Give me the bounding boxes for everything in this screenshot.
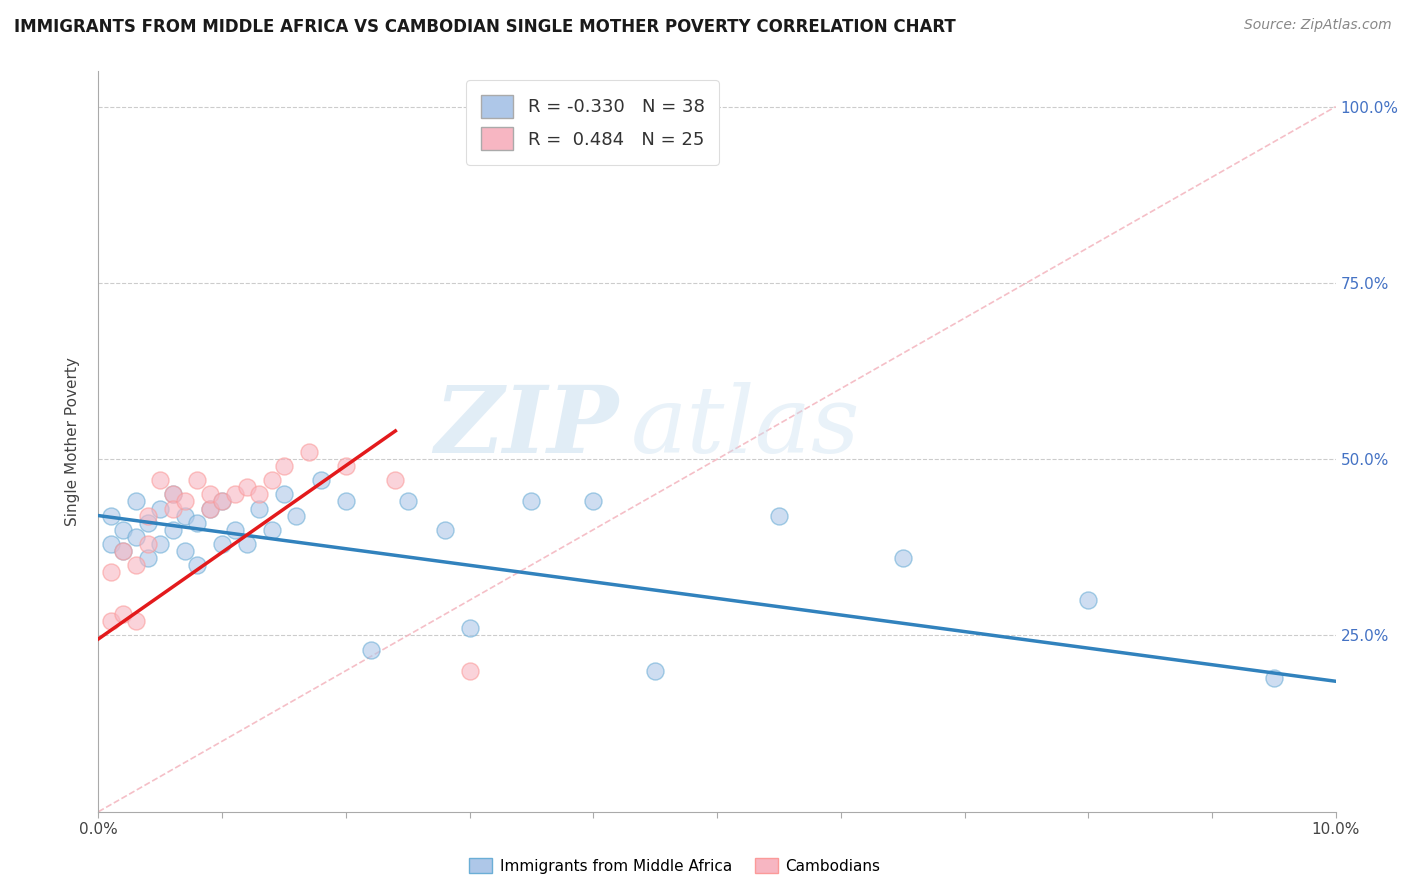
Point: [211, 494, 233, 508]
Point: [162, 487, 184, 501]
Point: [100, 537, 122, 551]
Point: [298, 445, 321, 459]
Point: [198, 501, 221, 516]
Point: [285, 508, 308, 523]
Text: atlas: atlas: [630, 382, 860, 472]
Point: [149, 473, 172, 487]
Point: [124, 558, 146, 572]
Point: [136, 508, 159, 523]
Point: [198, 501, 221, 516]
Legend: R = -0.330   N = 38, R =  0.484   N = 25: R = -0.330 N = 38, R = 0.484 N = 25: [467, 80, 718, 165]
Point: [236, 537, 259, 551]
Point: [768, 508, 790, 523]
Point: [174, 494, 197, 508]
Point: [174, 508, 197, 523]
Point: [224, 487, 246, 501]
Point: [162, 487, 184, 501]
Point: [458, 621, 481, 635]
Point: [136, 550, 159, 565]
Point: [100, 615, 122, 629]
Point: [236, 480, 259, 494]
Text: Source: ZipAtlas.com: Source: ZipAtlas.com: [1244, 18, 1392, 32]
Point: [112, 544, 135, 558]
Point: [162, 501, 184, 516]
Point: [520, 494, 543, 508]
Point: [198, 487, 221, 501]
Point: [149, 501, 172, 516]
Point: [360, 642, 382, 657]
Point: [273, 459, 295, 474]
Point: [174, 544, 197, 558]
Y-axis label: Single Mother Poverty: Single Mother Poverty: [65, 357, 80, 526]
Text: ZIP: ZIP: [434, 382, 619, 472]
Point: [186, 473, 208, 487]
Point: [124, 494, 146, 508]
Point: [335, 459, 357, 474]
Point: [124, 530, 146, 544]
Point: [273, 487, 295, 501]
Point: [136, 537, 159, 551]
Point: [1077, 593, 1099, 607]
Point: [136, 516, 159, 530]
Point: [124, 615, 146, 629]
Point: [112, 544, 135, 558]
Point: [149, 537, 172, 551]
Point: [891, 550, 914, 565]
Point: [247, 487, 270, 501]
Text: IMMIGRANTS FROM MIDDLE AFRICA VS CAMBODIAN SINGLE MOTHER POVERTY CORRELATION CHA: IMMIGRANTS FROM MIDDLE AFRICA VS CAMBODI…: [14, 18, 956, 36]
Point: [433, 523, 456, 537]
Point: [224, 523, 246, 537]
Point: [186, 558, 208, 572]
Point: [260, 473, 283, 487]
Point: [100, 565, 122, 579]
Point: [247, 501, 270, 516]
Point: [100, 508, 122, 523]
Point: [162, 523, 184, 537]
Point: [309, 473, 332, 487]
Point: [582, 494, 605, 508]
Point: [335, 494, 357, 508]
Point: [260, 523, 283, 537]
Point: [112, 523, 135, 537]
Point: [1263, 671, 1285, 685]
Point: [384, 473, 406, 487]
Point: [211, 537, 233, 551]
Point: [458, 664, 481, 678]
Point: [186, 516, 208, 530]
Legend: Immigrants from Middle Africa, Cambodians: Immigrants from Middle Africa, Cambodian…: [463, 852, 887, 880]
Point: [644, 664, 666, 678]
Point: [112, 607, 135, 622]
Point: [211, 494, 233, 508]
Point: [396, 494, 419, 508]
